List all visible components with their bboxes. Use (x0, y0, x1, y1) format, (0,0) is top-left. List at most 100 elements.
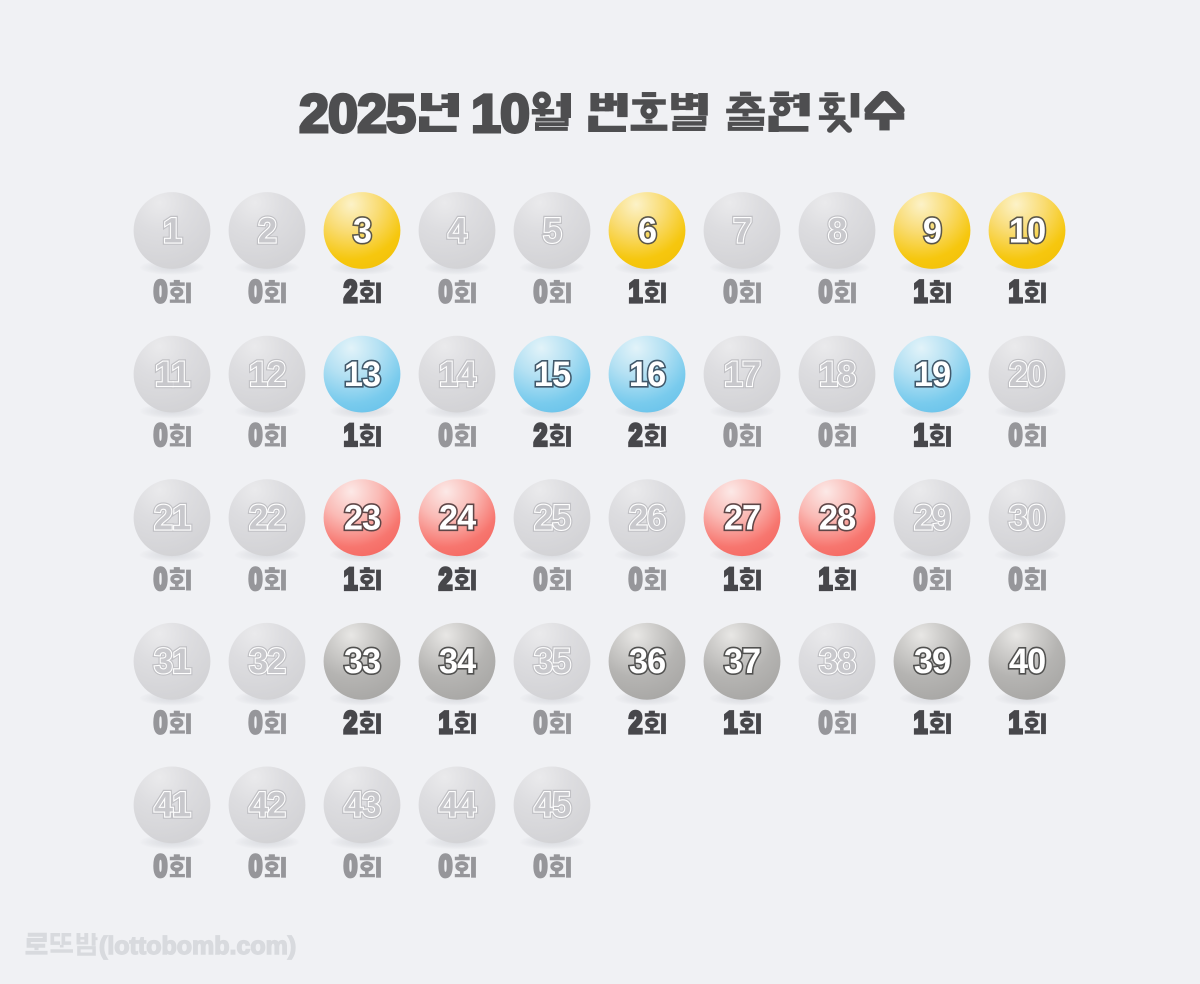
svg-text:17: 17 (724, 354, 761, 394)
svg-text:0: 0 (724, 418, 738, 453)
svg-text:41: 41 (154, 785, 191, 825)
svg-text:0: 0 (249, 705, 263, 740)
svg-text:0: 0 (249, 561, 263, 596)
svg-text:23: 23 (344, 498, 381, 538)
svg-text:11: 11 (155, 354, 190, 394)
svg-text:6: 6 (638, 210, 656, 250)
svg-text:1: 1 (439, 705, 453, 740)
svg-text:0: 0 (534, 849, 548, 884)
svg-text:0: 0 (439, 418, 453, 453)
svg-text:21: 21 (154, 498, 191, 538)
svg-text:31: 31 (154, 641, 191, 681)
svg-text:18: 18 (819, 354, 856, 394)
svg-text:45: 45 (534, 785, 571, 825)
svg-text:4: 4 (448, 210, 467, 250)
svg-text:26: 26 (629, 498, 666, 538)
svg-text:42: 42 (249, 785, 286, 825)
svg-text:40: 40 (1009, 641, 1046, 681)
svg-text:5: 5 (543, 210, 561, 250)
svg-text:41: 41 (154, 785, 191, 825)
svg-text:0: 0 (1009, 418, 1023, 453)
svg-text:44: 44 (439, 785, 477, 825)
svg-text:38: 38 (819, 641, 856, 681)
svg-text:2: 2 (534, 418, 548, 453)
svg-text:0: 0 (534, 561, 548, 596)
svg-text:(lottobomb.com): (lottobomb.com) (99, 932, 296, 960)
svg-text:5: 5 (543, 210, 561, 250)
svg-text:0: 0 (154, 418, 168, 453)
svg-text:29: 29 (914, 498, 951, 538)
svg-text:1: 1 (629, 274, 643, 309)
svg-text:12: 12 (249, 354, 286, 394)
svg-text:39: 39 (914, 641, 951, 681)
svg-text:35: 35 (534, 641, 571, 681)
svg-text:2: 2 (629, 418, 643, 453)
svg-text:13: 13 (344, 354, 381, 394)
svg-text:24: 24 (439, 498, 477, 538)
svg-text:2: 2 (258, 210, 276, 250)
svg-text:0: 0 (819, 418, 833, 453)
svg-text:0: 0 (154, 561, 168, 596)
svg-text:44: 44 (439, 785, 477, 825)
svg-text:0: 0 (629, 561, 643, 596)
svg-text:14: 14 (439, 354, 477, 394)
svg-text:25: 25 (534, 498, 571, 538)
svg-text:2: 2 (439, 561, 453, 596)
svg-text:36: 36 (629, 641, 666, 681)
svg-text:10: 10 (1009, 210, 1046, 250)
svg-text:22: 22 (249, 498, 286, 538)
svg-text:15: 15 (534, 354, 571, 394)
svg-text:27: 27 (724, 498, 761, 538)
svg-text:1: 1 (344, 418, 358, 453)
svg-text:1: 1 (914, 418, 928, 453)
svg-text:26: 26 (629, 498, 666, 538)
svg-text:1: 1 (1009, 274, 1023, 309)
svg-text:0: 0 (249, 849, 263, 884)
svg-text:37: 37 (724, 641, 761, 681)
svg-text:21: 21 (154, 498, 191, 538)
svg-text:0: 0 (344, 849, 358, 884)
svg-text:2: 2 (258, 210, 276, 250)
svg-text:0: 0 (439, 849, 453, 884)
svg-text:10: 10 (471, 84, 529, 144)
svg-text:28: 28 (819, 498, 856, 538)
svg-text:1: 1 (724, 705, 738, 740)
svg-text:43: 43 (344, 785, 381, 825)
svg-text:32: 32 (249, 641, 286, 681)
svg-text:0: 0 (249, 274, 263, 309)
svg-text:0: 0 (534, 274, 548, 309)
svg-text:7: 7 (733, 210, 751, 250)
svg-text:0: 0 (724, 274, 738, 309)
svg-text:0: 0 (154, 705, 168, 740)
svg-text:1: 1 (344, 561, 358, 596)
svg-text:20: 20 (1009, 354, 1046, 394)
svg-text:1: 1 (163, 210, 181, 250)
svg-text:20: 20 (1009, 354, 1046, 394)
svg-text:31: 31 (154, 641, 191, 681)
svg-text:14: 14 (439, 354, 477, 394)
svg-text:0: 0 (914, 561, 928, 596)
svg-text:29: 29 (914, 498, 951, 538)
svg-text:18: 18 (819, 354, 856, 394)
svg-text:34: 34 (439, 641, 477, 681)
svg-text:30: 30 (1009, 498, 1046, 538)
svg-text:1: 1 (914, 705, 928, 740)
svg-text:11: 11 (155, 354, 190, 394)
svg-text:2: 2 (629, 705, 643, 740)
svg-text:25: 25 (534, 498, 571, 538)
svg-text:45: 45 (534, 785, 571, 825)
svg-text:42: 42 (249, 785, 286, 825)
svg-text:2: 2 (344, 274, 358, 309)
svg-text:0: 0 (249, 418, 263, 453)
svg-text:35: 35 (534, 641, 571, 681)
svg-text:0: 0 (154, 274, 168, 309)
svg-text:0: 0 (154, 849, 168, 884)
svg-text:1: 1 (724, 561, 738, 596)
svg-text:38: 38 (819, 641, 856, 681)
svg-text:33: 33 (344, 641, 381, 681)
svg-text:3: 3 (353, 210, 371, 250)
svg-text:0: 0 (819, 705, 833, 740)
svg-text:30: 30 (1009, 498, 1046, 538)
svg-text:43: 43 (344, 785, 381, 825)
svg-text:1: 1 (163, 210, 181, 250)
